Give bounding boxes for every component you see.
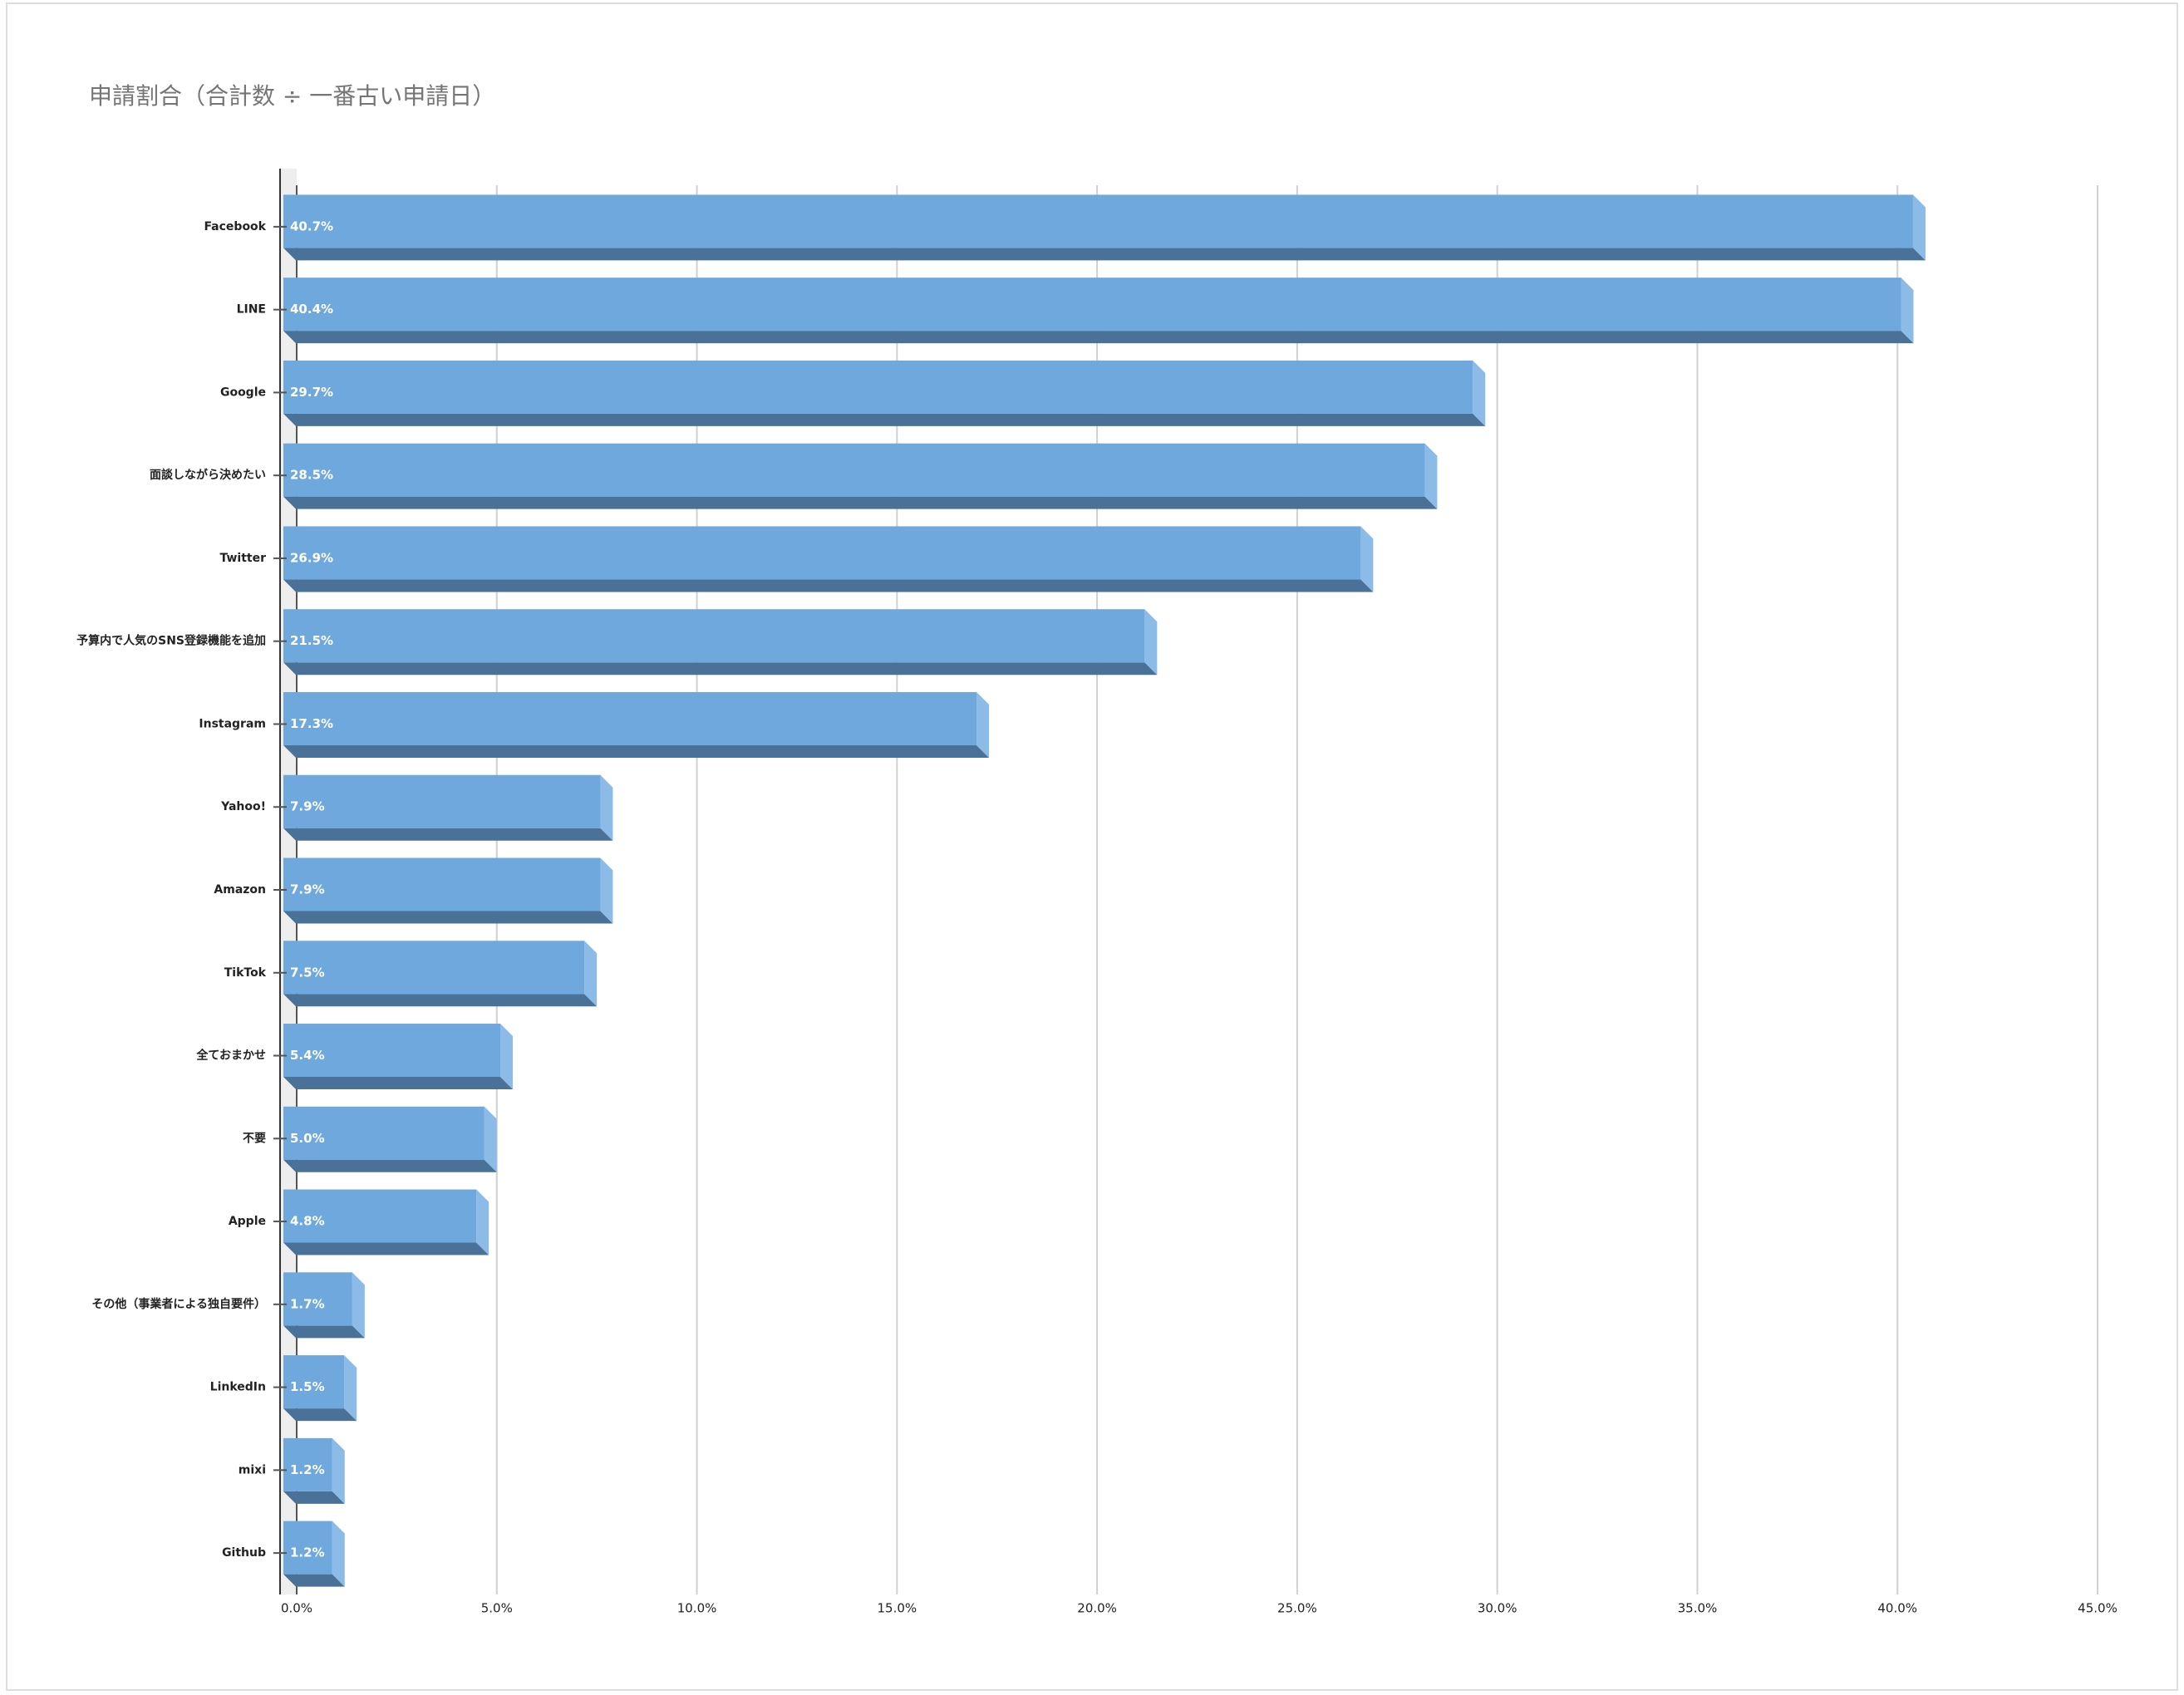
value-label: 5.4%	[290, 1048, 325, 1063]
bar	[283, 774, 601, 828]
bar	[283, 1272, 352, 1326]
value-label: 7.9%	[290, 799, 325, 814]
bar-side	[476, 1189, 489, 1255]
y-tick-label: LINE	[237, 303, 266, 317]
bar-side	[600, 774, 613, 841]
bar	[283, 1189, 477, 1243]
value-label: 40.4%	[290, 302, 333, 317]
bar-side	[500, 1024, 514, 1090]
bar	[283, 609, 1145, 663]
x-tick-label: 40.0%	[1877, 1601, 1917, 1616]
value-label: 29.7%	[290, 385, 333, 400]
y-tick-label: 面談しながら決めたい	[150, 468, 266, 482]
x-tick-label: 5.0%	[481, 1601, 513, 1616]
value-label: 4.8%	[290, 1214, 325, 1229]
x-tick-label: 45.0%	[2078, 1601, 2118, 1616]
bar	[283, 194, 1913, 248]
y-tick-label: Instagram	[199, 717, 266, 730]
x-tick-label: 10.0%	[677, 1601, 717, 1616]
bar-side	[344, 1355, 357, 1422]
value-label: 1.2%	[290, 1545, 325, 1560]
y-tick-label: Yahoo!	[220, 800, 266, 813]
bar	[283, 691, 977, 745]
value-label: 26.9%	[290, 550, 333, 565]
bar-bottom	[283, 1574, 345, 1587]
bar-bottom	[283, 496, 1438, 509]
bar	[283, 1521, 332, 1575]
bar	[283, 443, 1425, 497]
bar-bottom	[283, 413, 1486, 426]
value-label: 7.5%	[290, 965, 325, 980]
bar-bottom	[283, 331, 1914, 344]
x-tick-label: 25.0%	[1277, 1601, 1317, 1616]
y-tick-label: LinkedIn	[210, 1381, 266, 1394]
bar-side	[1144, 609, 1158, 676]
bar-side	[332, 1437, 345, 1504]
bar-side	[1901, 278, 1914, 344]
bar-bottom	[283, 994, 598, 1007]
bar-side	[1473, 360, 1486, 426]
bar-bottom	[283, 1408, 357, 1422]
y-tick-label: 予算内で人気のSNS登録機能を追加	[76, 634, 266, 648]
bar-side	[1360, 526, 1374, 592]
value-label: 1.7%	[290, 1296, 325, 1311]
x-tick-label: 35.0%	[1678, 1601, 1718, 1616]
x-tick-label: 0.0%	[281, 1601, 312, 1616]
bar-bottom	[283, 744, 990, 758]
value-label: 1.2%	[290, 1462, 325, 1477]
value-label: 28.5%	[290, 468, 333, 483]
bar	[283, 526, 1361, 580]
value-label: 21.5%	[290, 633, 333, 648]
bar	[283, 1355, 345, 1409]
bar-bottom	[283, 1491, 345, 1504]
bar-bottom	[283, 1325, 365, 1339]
bar	[283, 1437, 332, 1491]
bar-bottom	[283, 1159, 497, 1172]
value-label: 7.9%	[290, 882, 325, 897]
bar	[283, 1106, 485, 1160]
bar	[283, 360, 1473, 414]
bar-side	[352, 1272, 365, 1339]
value-label: 40.7%	[290, 219, 333, 233]
value-label: 1.5%	[290, 1379, 325, 1394]
y-tick-label: 全ておまかせ	[195, 1049, 266, 1063]
x-tick-label: 30.0%	[1478, 1601, 1517, 1616]
bar-side	[976, 691, 990, 758]
y-tick-label: Google	[220, 386, 266, 399]
bar-bottom	[283, 828, 613, 841]
y-tick-label: TikTok	[224, 966, 267, 980]
bar	[283, 278, 1901, 332]
value-label: 5.0%	[290, 1131, 325, 1146]
bar-bottom	[283, 1242, 489, 1255]
y-tick-label: Amazon	[214, 883, 266, 897]
value-label: 17.3%	[290, 716, 333, 731]
y-tick-label: mixi	[239, 1463, 266, 1476]
y-tick-label: Twitter	[219, 552, 266, 565]
bar-side	[584, 941, 598, 1007]
x-tick-label: 20.0%	[1077, 1601, 1117, 1616]
bar-side	[484, 1106, 497, 1172]
y-tick-label: Github	[222, 1546, 266, 1560]
bar-bottom	[283, 911, 613, 924]
bar-side	[332, 1521, 345, 1587]
x-tick-label: 15.0%	[878, 1601, 917, 1616]
chart-title: 申請割合（合計数 ÷ 一番古い申請日）	[89, 82, 495, 110]
y-tick-label: Apple	[229, 1215, 266, 1228]
bar-bottom	[283, 579, 1374, 592]
bar-side	[1424, 443, 1438, 509]
bar-bottom	[283, 1077, 514, 1090]
y-tick-label: Facebook	[204, 220, 266, 233]
bar-side	[1912, 194, 1926, 261]
bar	[283, 857, 601, 911]
bar	[283, 941, 585, 995]
y-tick-label: 不要	[243, 1132, 266, 1145]
y-tick-label: その他（事業者による独自要件）	[91, 1297, 266, 1311]
bar	[283, 1024, 501, 1078]
bar-side	[600, 857, 613, 924]
bar-bottom	[283, 662, 1158, 676]
bar-bottom	[283, 248, 1926, 261]
